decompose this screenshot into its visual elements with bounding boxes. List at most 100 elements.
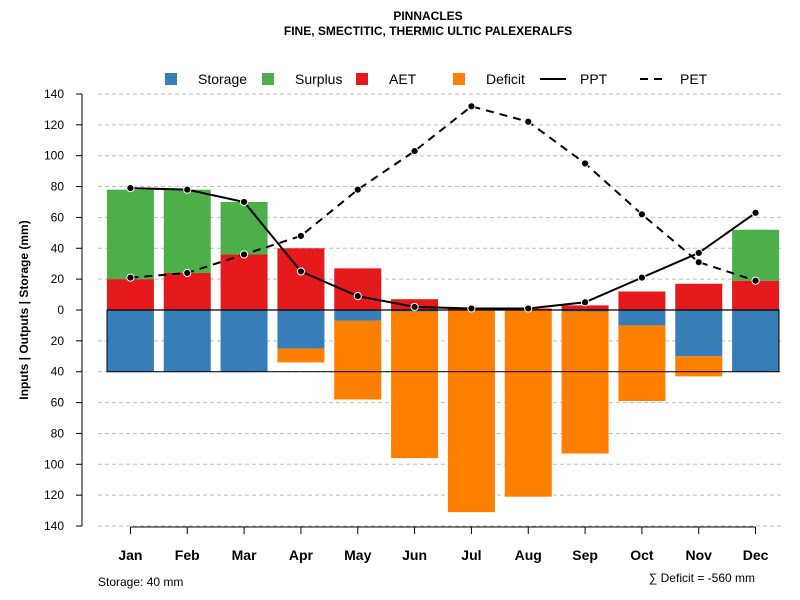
y-tick-label: 140	[44, 519, 64, 533]
ppt-point	[694, 248, 703, 258]
ppt-point	[467, 304, 476, 313]
surplus-bar	[106, 189, 154, 280]
deficit-bar	[277, 348, 325, 363]
y-tick-label: 140	[44, 87, 64, 101]
pet-point	[524, 117, 533, 126]
ppt-point	[353, 292, 362, 301]
x-tick-label: Nov	[686, 547, 713, 563]
storage-bar	[334, 310, 382, 321]
y-tick-label: 80	[51, 426, 65, 440]
y-tick-label: 40	[51, 241, 65, 255]
aet-bar	[220, 254, 268, 310]
x-tick-label: Apr	[289, 547, 314, 563]
legend-swatch	[262, 73, 274, 85]
deficit-bar	[561, 311, 609, 454]
pet-point	[410, 146, 419, 156]
y-tick-label: 20	[51, 272, 65, 286]
y-tick-label: 100	[44, 457, 64, 471]
storage-bar	[675, 310, 723, 357]
storage-bar	[732, 310, 780, 372]
gridlines	[98, 93, 784, 527]
pet-line	[130, 105, 756, 282]
pet-point	[637, 210, 647, 219]
aet-bar	[732, 280, 780, 310]
storage-frame	[106, 309, 780, 373]
pet-point	[353, 185, 362, 194]
pet-point	[126, 273, 135, 282]
storage-note: Storage: 40 mm	[98, 575, 183, 589]
x-tick-label: Jan	[118, 547, 142, 563]
pet-point	[580, 159, 590, 168]
surplus-bar	[732, 229, 780, 281]
ppt-line	[130, 187, 757, 310]
y-tick-label: 120	[44, 118, 64, 132]
storage-bar	[277, 310, 325, 349]
ppt-point	[183, 185, 192, 194]
y-axis-label: Inputs | Outputs | Storage (mm)	[17, 220, 31, 399]
aet-bar	[561, 305, 609, 310]
legend-swatch	[453, 73, 465, 85]
surplus-bar	[163, 189, 211, 273]
surplus-bar	[220, 201, 268, 255]
storage-bar	[220, 310, 268, 372]
deficit-bar	[447, 310, 495, 513]
x-tick-label: May	[344, 547, 371, 563]
ppt-point	[410, 302, 419, 312]
chart-subtitle: FINE, SMECTITIC, THERMIC ULTIC PALEXERAL…	[284, 24, 572, 38]
legend-swatch	[165, 73, 177, 85]
legend-swatch	[356, 73, 368, 85]
legend-label: AET	[389, 71, 417, 87]
chart-title: PINNACLES	[393, 9, 462, 23]
deficit-bar	[391, 311, 439, 459]
x-tick-label: Sep	[572, 547, 598, 563]
ppt-point	[126, 184, 135, 193]
aet-bar	[618, 291, 666, 310]
aet-bar	[106, 279, 154, 310]
x-tick-label: Oct	[630, 547, 654, 563]
ppt-point	[239, 197, 249, 207]
deficit-bar	[675, 356, 723, 377]
legend-label: Surplus	[295, 71, 342, 87]
pet-point	[751, 276, 760, 285]
bars	[106, 189, 780, 513]
series-lines	[126, 102, 760, 313]
x-tick-label: Aug	[515, 547, 542, 563]
deficit-bar	[618, 325, 666, 402]
legend-label: PPT	[580, 71, 608, 87]
y-tick-label: 120	[44, 488, 64, 502]
aet-bar	[675, 283, 723, 310]
deficit-bar	[504, 310, 552, 497]
pet-point	[296, 231, 306, 241]
x-tick-label: Jun	[402, 547, 427, 563]
y-axis: 140 120 100 80 60 40 20 0 20 40 60 80 100 120 140	[44, 87, 83, 533]
storage-bar	[618, 310, 666, 326]
storage-bar	[163, 310, 211, 372]
y-tick-label: 80	[51, 180, 65, 194]
x-axis: Jan Feb Mar Apr May Jun Jul Aug Sep Oct Nov Dec	[118, 526, 769, 563]
legend-label: PET	[680, 71, 708, 87]
pet-point	[183, 268, 192, 278]
ppt-point	[296, 267, 306, 276]
y-tick-label: 0	[57, 303, 64, 317]
y-tick-label: 20	[51, 334, 65, 348]
pet-point	[239, 250, 249, 259]
y-tick-label: 60	[51, 210, 65, 224]
ppt-point	[637, 273, 647, 282]
legend-label: Storage	[198, 71, 247, 87]
x-tick-label: Dec	[743, 547, 769, 563]
y-tick-label: 60	[51, 396, 65, 410]
x-tick-label: Jul	[461, 547, 481, 563]
y-tick-label: 100	[44, 149, 64, 163]
aet-bar	[163, 272, 211, 310]
ppt-point	[524, 304, 533, 313]
pet-point	[694, 258, 703, 267]
ppt-point	[580, 298, 590, 307]
ppt-point	[751, 208, 760, 217]
deficit-sum: ∑ Deficit = -560 mm	[649, 571, 755, 585]
x-tick-label: Mar	[232, 547, 257, 563]
x-tick-label: Feb	[175, 547, 200, 563]
deficit-bar	[334, 320, 382, 400]
legend-label: Deficit	[486, 71, 525, 87]
legend: Storage Surplus AET Deficit PPT PET	[165, 71, 708, 87]
